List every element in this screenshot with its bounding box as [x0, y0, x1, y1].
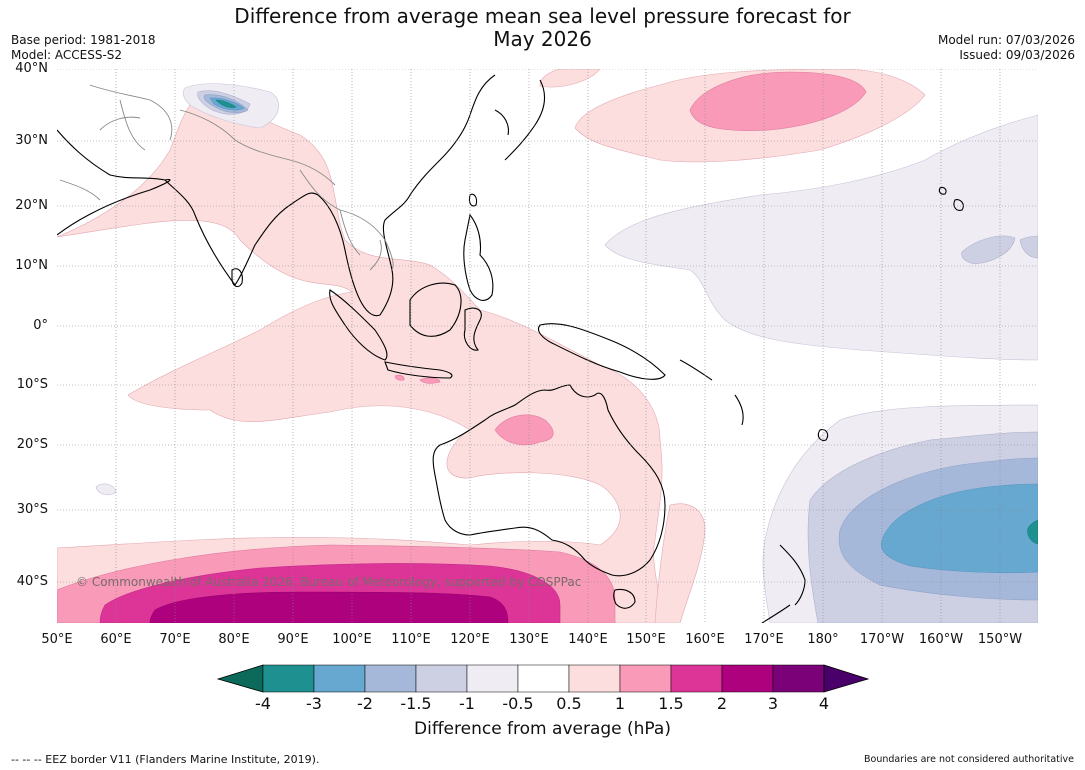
lat-label-30s: 30°S — [16, 502, 48, 517]
colorbar-tick: 1.5 — [658, 694, 684, 713]
colorbar-tick: 4 — [818, 694, 830, 713]
lon-label: 70°E — [159, 632, 191, 647]
colorbar-bin — [568, 664, 621, 693]
colorbar-under-arrow — [216, 664, 264, 693]
colorbar-bin — [517, 664, 570, 693]
colorbar-bin — [619, 664, 672, 693]
issued-text: Issued: 09/03/2026 — [959, 48, 1075, 62]
colorbar-tick: 2 — [716, 694, 728, 713]
colorbar-tick: -3 — [306, 694, 322, 713]
colorbar-label: Difference from average (hPa) — [414, 719, 671, 739]
lat-label-30n: 30°N — [15, 133, 48, 148]
model-run-text: Model run: 07/03/2026 — [937, 33, 1075, 47]
lon-label: 140°E — [568, 632, 608, 647]
boundaries-disclaimer: Boundaries are not considered authoritat… — [864, 754, 1074, 765]
colorbar-tick: -1.5 — [400, 694, 432, 713]
colorbar-tick: 1 — [614, 694, 626, 713]
lon-label: 50°E — [41, 632, 73, 647]
lon-label: 100°E — [332, 632, 372, 647]
lon-label: 150°E — [626, 632, 666, 647]
lat-label-10n: 10°N — [15, 258, 48, 273]
colorbar-tick: 3 — [767, 694, 779, 713]
map-panel — [57, 69, 1038, 623]
lon-label: 170°E — [744, 632, 784, 647]
lat-label-20n: 20°N — [15, 198, 48, 213]
colorbar-tick: -2 — [357, 694, 373, 713]
map-title-line1: Difference from average mean sea level p… — [234, 4, 851, 28]
colorbar-bin — [670, 664, 723, 693]
map-title-line2: May 2026 — [493, 27, 592, 51]
copyright-notice: © Commonwealth of Australia 2026, Bureau… — [76, 575, 582, 589]
graticule — [57, 69, 1038, 623]
colorbar-bin — [313, 664, 366, 693]
lon-label: 60°E — [100, 632, 132, 647]
colorbar-tick: 0.5 — [556, 694, 582, 713]
country-borders — [59, 84, 394, 271]
lon-label: 110°E — [391, 632, 431, 647]
colorbar-tick: -1 — [459, 694, 475, 713]
colorbar-bin — [772, 664, 825, 693]
model-text: Model: ACCESS-S2 — [11, 48, 123, 62]
lat-label-10s: 10°S — [16, 377, 48, 392]
colorbar-bin — [415, 664, 468, 693]
colorbar-tick: -0.5 — [502, 694, 534, 713]
base-period-text: Base period: 1981-2018 — [11, 33, 156, 47]
lon-label: 90°E — [277, 632, 309, 647]
colorbar-over-arrow — [823, 664, 870, 693]
lon-label: 120°E — [450, 632, 490, 647]
lat-label-20s: 20°S — [16, 437, 48, 452]
anomaly-fill-neg3-4 — [215, 99, 1038, 545]
eez-legend-note: -- -- -- EEZ border V11 (Flanders Marine… — [11, 753, 320, 766]
colorbar-bin — [262, 664, 315, 693]
lon-label: 80°E — [218, 632, 250, 647]
colorbar-tick: -4 — [255, 694, 271, 713]
lat-label-40n: 40°N — [15, 61, 48, 76]
lon-label: 160°E — [685, 632, 725, 647]
lon-label: 180° — [807, 632, 839, 647]
anomaly-fill-2-3 — [149, 591, 509, 623]
colorbar-bin — [721, 664, 774, 693]
lat-label-0: 0° — [33, 318, 48, 333]
lon-label: 130°E — [509, 632, 549, 647]
lat-label-40s: 40°S — [16, 574, 48, 589]
lon-label: 170°W — [859, 632, 905, 647]
lon-label: 150°W — [977, 632, 1023, 647]
colorbar-bin — [364, 664, 417, 693]
lon-label: 160°W — [918, 632, 964, 647]
colorbar-bin — [466, 664, 519, 693]
